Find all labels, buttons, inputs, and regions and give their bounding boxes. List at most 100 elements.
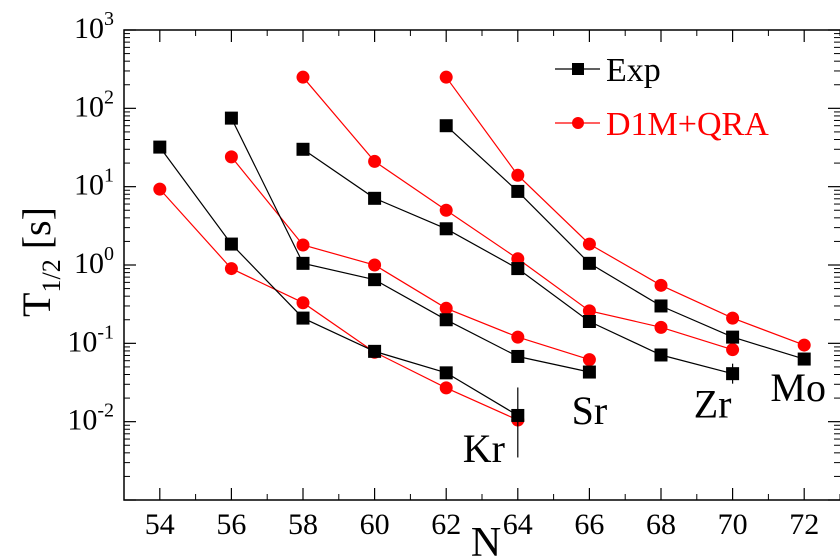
exp-point-zr — [296, 142, 310, 156]
exp-point-zr — [439, 222, 453, 236]
exp-point-sr — [296, 256, 310, 270]
y-tick-exponent: -2 — [97, 400, 114, 422]
d1m-qra-point-kr — [153, 182, 167, 196]
exp-line-kr — [159, 146, 519, 417]
axis-ticks — [123, 29, 840, 501]
y-axis-title-unit: [s] — [14, 207, 59, 249]
isotope-label-mo: Mo — [770, 365, 826, 410]
d1m-qra-point-kr — [296, 296, 310, 310]
d1m-qra-point-mo — [654, 278, 668, 292]
exp-point-zr — [654, 348, 668, 362]
exp-point-kr — [296, 311, 310, 325]
d1m-qra-point-mo — [511, 168, 525, 182]
y-tick-label: 10-2 — [67, 400, 114, 437]
exp-point-kr — [368, 344, 382, 358]
y-tick-label: 100 — [74, 243, 114, 280]
d1m-qra-point-zr — [726, 343, 740, 357]
d1m-qra-point-kr — [439, 381, 453, 395]
legend-exp-label: Exp — [606, 52, 661, 89]
exp-point-zr — [582, 314, 596, 328]
y-axis-title-main: T — [14, 293, 59, 317]
y-tick-label: 101 — [74, 165, 114, 202]
d1m-qra-point-sr — [511, 330, 525, 344]
legend-exp-marker — [572, 63, 584, 75]
y-tick-exponent: -1 — [97, 321, 114, 343]
d1m-qra-point-mo — [797, 338, 811, 352]
isotope-label-zr: Zr — [694, 382, 732, 427]
x-tick-label: 70 — [718, 508, 748, 541]
x-tick-label: 68 — [646, 508, 676, 541]
d1m-qra-line-mo — [445, 76, 805, 346]
exp-line-sr — [230, 117, 590, 373]
exp-point-mo — [511, 184, 525, 198]
x-tick-label: 72 — [789, 508, 819, 541]
y-tick-base: 10 — [74, 169, 104, 202]
d1m-qra-point-sr — [439, 301, 453, 315]
exp-point-mo — [439, 119, 453, 133]
isotope-label-kr: Kr — [463, 426, 505, 471]
exp-point-kr — [439, 366, 453, 380]
d1m-qra-point-mo — [726, 311, 740, 325]
exp-point-zr — [368, 191, 382, 205]
d1m-qra-point-mo — [439, 70, 453, 84]
exp-point-kr — [224, 237, 238, 251]
legend-item-exp: Exp — [555, 52, 661, 89]
y-tick-exponent: 0 — [104, 243, 114, 265]
legend-d1m-qra-label: D1M+QRA — [606, 106, 769, 143]
d1m-qra-point-sr — [296, 238, 310, 252]
exp-point-sr — [439, 313, 453, 327]
d1m-qra-line-sr — [230, 156, 590, 361]
d1m-qra-point-zr — [511, 252, 525, 266]
x-tick-label: 60 — [360, 508, 390, 541]
y-tick-exponent: 1 — [104, 165, 114, 187]
d1m-qra-point-sr — [582, 353, 596, 367]
series-layer — [153, 70, 811, 458]
d1m-qra-point-kr — [224, 262, 238, 276]
x-tick-label: 56 — [216, 508, 246, 541]
exp-line-mo — [445, 125, 805, 360]
d1m-qra-line-kr — [159, 188, 519, 421]
x-axis-title: N — [471, 520, 501, 560]
y-tick-base: 10 — [74, 247, 104, 280]
x-tick-labels: 54 56 58 60 62 64 66 68 70 72 — [145, 508, 819, 541]
exp-point-sr — [224, 111, 238, 125]
y-tick-base: 10 — [74, 12, 104, 45]
x-tick-label: 58 — [288, 508, 318, 541]
legend-item-d1m-qra: D1M+QRA — [555, 106, 769, 143]
exp-point-mo — [797, 352, 811, 366]
exp-point-sr — [582, 365, 596, 379]
legend: Exp D1M+QRA — [555, 52, 769, 143]
exp-point-mo — [582, 256, 596, 270]
isotope-label-sr: Sr — [572, 388, 608, 433]
x-tick-label: 64 — [503, 508, 533, 541]
d1m-qra-point-zr — [439, 203, 453, 217]
legend-d1m-qra-marker — [572, 117, 584, 129]
exp-point-mo — [726, 330, 740, 344]
exp-point-sr — [511, 349, 525, 363]
y-tick-base: 10 — [67, 325, 97, 358]
y-tick-label: 102 — [74, 86, 114, 123]
x-tick-label: 62 — [431, 508, 461, 541]
isotope-labels: Kr Sr Zr Mo — [463, 365, 826, 471]
x-tick-label: 54 — [145, 508, 175, 541]
d1m-qra-point-mo — [582, 237, 596, 251]
d1m-qra-point-zr — [296, 70, 310, 84]
d1m-qra-point-zr — [654, 320, 668, 334]
y-tick-base: 10 — [67, 404, 97, 437]
exp-point-sr — [368, 273, 382, 287]
y-tick-base: 10 — [74, 90, 104, 123]
d1m-qra-point-zr — [582, 304, 596, 318]
d1m-qra-point-sr — [368, 258, 382, 272]
exp-point-kr — [153, 140, 167, 154]
d1m-qra-point-zr — [368, 154, 382, 168]
y-axis-title: T1/2 [s] — [14, 207, 66, 317]
exp-point-mo — [654, 299, 668, 313]
y-axis-title-sub: 1/2 — [37, 259, 66, 292]
y-tick-exponent: 2 — [104, 86, 114, 108]
y-tick-exponent: 3 — [104, 8, 114, 30]
x-tick-label: 66 — [574, 508, 604, 541]
y-tick-label: 103 — [74, 8, 114, 45]
